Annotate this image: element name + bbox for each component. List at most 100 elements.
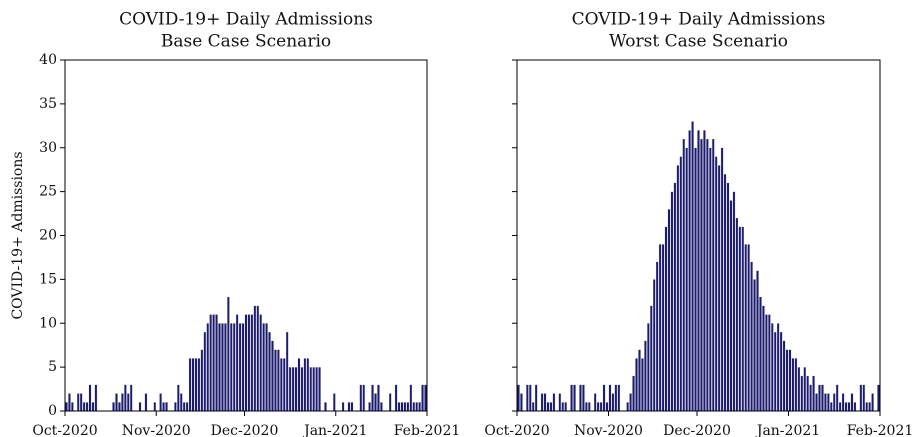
bar [646, 323, 650, 412]
bar [88, 384, 92, 412]
bar [91, 402, 95, 412]
bar [543, 393, 547, 412]
bar [179, 393, 183, 412]
bar [303, 358, 307, 412]
bar [549, 402, 553, 412]
bar [362, 384, 366, 412]
bar [350, 402, 354, 412]
y-axis-label: COVID-19+ Admissions [10, 151, 26, 319]
bar [235, 314, 239, 412]
bar [658, 244, 662, 412]
bar [797, 366, 801, 412]
bar [700, 138, 703, 412]
chart-subtitle: Base Case Scenario [161, 32, 331, 52]
bar [673, 182, 677, 412]
bar [68, 393, 71, 412]
bar [676, 165, 680, 412]
bar [76, 393, 80, 412]
bar [174, 402, 177, 412]
bar [332, 393, 336, 412]
bar [65, 402, 68, 412]
bar [782, 340, 786, 412]
bar [250, 314, 254, 412]
bar [162, 402, 165, 412]
bar [377, 384, 380, 412]
bar [629, 393, 632, 412]
bar [773, 331, 777, 412]
bar [71, 402, 74, 412]
bar [268, 331, 271, 412]
bar [294, 366, 298, 412]
bar [144, 393, 148, 412]
bar [632, 375, 635, 412]
bar [641, 358, 644, 412]
bar [224, 323, 227, 412]
bar [767, 314, 771, 412]
y-tick-label: 0 [48, 403, 57, 419]
x-tick-label: Jan-2021 [302, 423, 367, 437]
bar [176, 384, 180, 412]
bar [714, 156, 718, 412]
bar [312, 366, 316, 412]
bar [359, 384, 363, 412]
bar [129, 384, 133, 412]
bar [424, 384, 427, 412]
x-tick-label: Nov-2020 [122, 423, 191, 437]
y-tick-label: 40 [39, 52, 57, 68]
bar [661, 244, 665, 412]
bar [285, 331, 289, 412]
bar [194, 358, 198, 412]
bar [188, 358, 192, 412]
bar [717, 165, 721, 412]
y-tick-label: 5 [48, 359, 57, 375]
bar [821, 384, 824, 412]
bar [380, 402, 383, 412]
bar [859, 384, 863, 412]
bar [596, 402, 600, 412]
bar [850, 393, 854, 412]
bar [159, 393, 162, 412]
bar [262, 323, 265, 412]
bar [614, 384, 618, 412]
bar [238, 323, 242, 412]
bar [688, 130, 691, 412]
bar [593, 393, 597, 412]
bar [812, 375, 815, 412]
bar [191, 358, 195, 412]
x-tick-label: Feb-2021 [394, 423, 461, 437]
bar [279, 358, 283, 412]
bar [534, 384, 538, 412]
bar [847, 402, 851, 412]
bar [412, 402, 416, 412]
bar [765, 314, 768, 412]
bar [685, 147, 689, 412]
bar [232, 323, 236, 412]
bar [182, 402, 186, 412]
bar [809, 384, 812, 412]
bar [531, 402, 535, 412]
bar [706, 138, 709, 412]
bar [552, 393, 556, 412]
bar [368, 402, 371, 412]
bar [827, 393, 830, 412]
bar [371, 384, 374, 412]
bar [200, 349, 204, 412]
bar [691, 121, 694, 412]
bar [750, 261, 753, 412]
bar [667, 209, 671, 412]
bar [403, 402, 407, 412]
bar [844, 402, 848, 412]
plot-frame [516, 59, 881, 412]
bar [309, 366, 313, 412]
bar [800, 375, 804, 412]
bar [247, 314, 251, 412]
bar [862, 384, 866, 412]
bar [868, 402, 872, 412]
bar [271, 340, 274, 412]
bar [732, 191, 736, 412]
bar [602, 384, 606, 412]
bar [759, 296, 762, 412]
bar [241, 323, 245, 412]
bar [735, 217, 739, 412]
